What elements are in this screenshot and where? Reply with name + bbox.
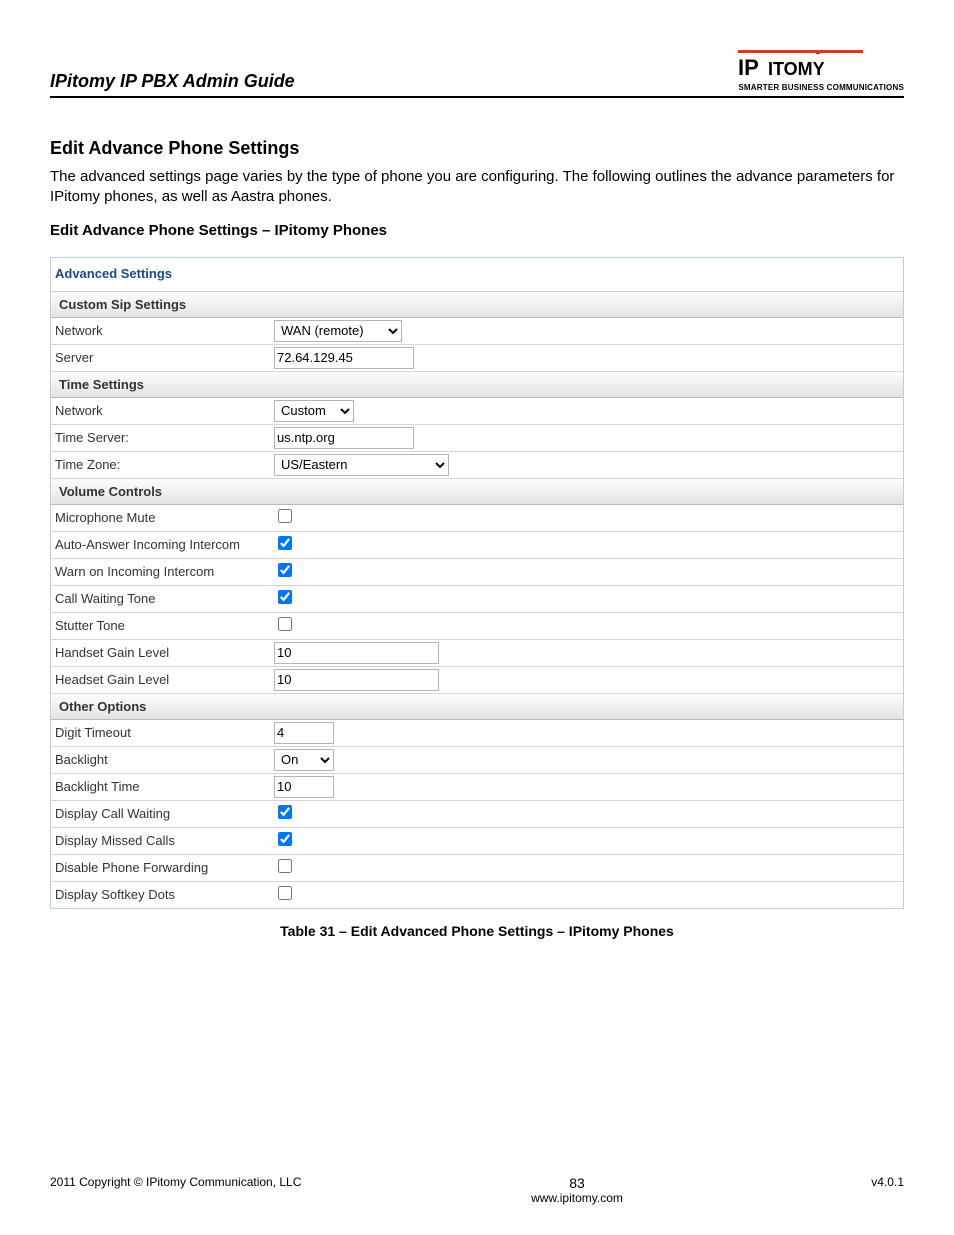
auto-answer-label: Auto-Answer Incoming Intercom	[51, 534, 274, 555]
warn-intercom-checkbox[interactable]	[278, 563, 292, 577]
handset-gain-label: Handset Gain Level	[51, 642, 274, 663]
footer-copyright: 2011 Copyright © IPitomy Communication, …	[50, 1175, 310, 1189]
digit-timeout-label: Digit Timeout	[51, 722, 274, 743]
time-server-input[interactable]	[274, 427, 414, 449]
digit-timeout-input[interactable]	[274, 722, 334, 744]
warn-intercom-label: Warn on Incoming Intercom	[51, 561, 274, 582]
call-waiting-tone-checkbox[interactable]	[278, 590, 292, 604]
display-missed-calls-label: Display Missed Calls	[51, 830, 274, 851]
call-waiting-tone-label: Call Waiting Tone	[51, 588, 274, 609]
mic-mute-checkbox[interactable]	[278, 509, 292, 523]
server-input[interactable]	[274, 347, 414, 369]
section-heading: Edit Advance Phone Settings	[50, 138, 904, 159]
display-missed-calls-checkbox[interactable]	[278, 832, 292, 846]
advanced-settings-panel: Advanced Settings Custom Sip Settings Ne…	[50, 257, 904, 909]
display-call-waiting-label: Display Call Waiting	[51, 803, 274, 824]
mic-mute-label: Microphone Mute	[51, 507, 274, 528]
display-softkey-dots-checkbox[interactable]	[278, 886, 292, 900]
doc-title: IPitomy IP PBX Admin Guide	[50, 71, 295, 92]
table-caption: Table 31 – Edit Advanced Phone Settings …	[50, 923, 904, 939]
time-settings-header: Time Settings	[51, 372, 903, 398]
headset-gain-input[interactable]	[274, 669, 439, 691]
stutter-tone-label: Stutter Tone	[51, 615, 274, 636]
time-zone-label: Time Zone:	[51, 454, 274, 475]
svg-text:ITOMY: ITOMY	[768, 59, 825, 79]
disable-phone-forwarding-label: Disable Phone Forwarding	[51, 857, 274, 878]
headset-gain-label: Headset Gain Level	[51, 669, 274, 690]
disable-phone-forwarding-checkbox[interactable]	[278, 859, 292, 873]
other-options-header: Other Options	[51, 694, 903, 720]
section-subheading: Edit Advance Phone Settings – IPitomy Ph…	[50, 222, 904, 239]
volume-controls-header: Volume Controls	[51, 479, 903, 505]
network-select[interactable]: WAN (remote)	[274, 320, 402, 342]
time-server-label: Time Server:	[51, 427, 274, 448]
stutter-tone-checkbox[interactable]	[278, 617, 292, 631]
footer-url: www.ipitomy.com	[310, 1191, 844, 1205]
footer-version: v4.0.1	[844, 1175, 904, 1189]
brand-tagline: SMARTER BUSINESS COMMUNICATIONS	[738, 83, 904, 92]
time-zone-select[interactable]: US/Eastern	[274, 454, 449, 476]
handset-gain-input[interactable]	[274, 642, 439, 664]
time-network-label: Network	[51, 400, 274, 421]
svg-text:IP: IP	[738, 55, 759, 80]
custom-sip-header: Custom Sip Settings	[51, 292, 903, 318]
backlight-time-input[interactable]	[274, 776, 334, 798]
footer-page-number: 83	[310, 1175, 844, 1191]
display-call-waiting-checkbox[interactable]	[278, 805, 292, 819]
backlight-time-label: Backlight Time	[51, 776, 274, 797]
panel-title: Advanced Settings	[51, 258, 903, 292]
display-softkey-dots-label: Display Softkey Dots	[51, 884, 274, 905]
brand-logo: IP ITOMY SMARTER BUSINESS COMMUNICATIONS	[738, 50, 904, 92]
network-label: Network	[51, 320, 274, 341]
backlight-select[interactable]: On	[274, 749, 334, 771]
time-network-select[interactable]: Custom	[274, 400, 354, 422]
server-label: Server	[51, 347, 274, 368]
backlight-label: Backlight	[51, 749, 274, 770]
auto-answer-checkbox[interactable]	[278, 536, 292, 550]
section-intro: The advanced settings page varies by the…	[50, 167, 904, 208]
